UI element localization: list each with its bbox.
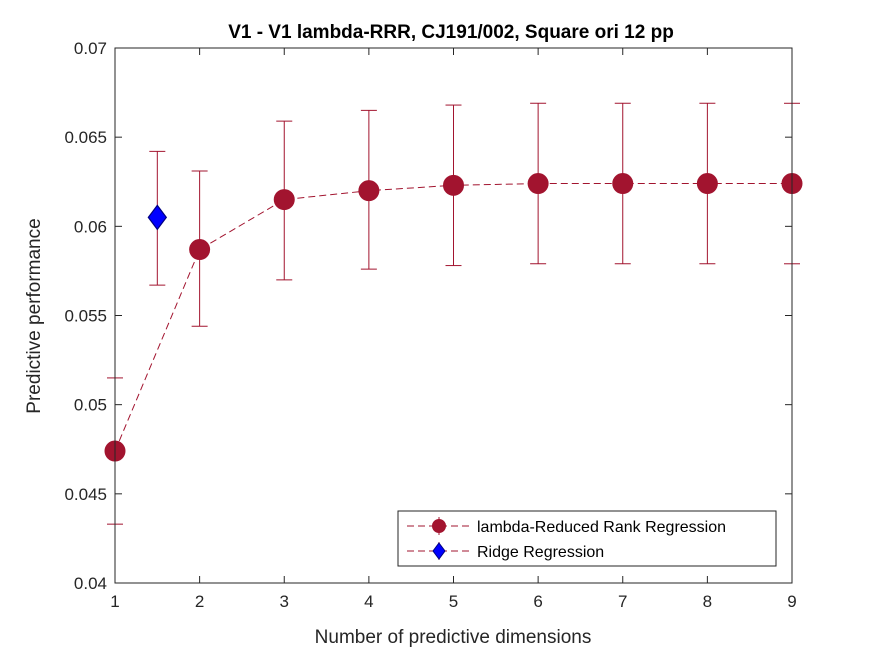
rrr-data-point — [444, 175, 464, 195]
y-tick-label: 0.05 — [74, 396, 107, 415]
x-axis-label: Number of predictive dimensions — [315, 627, 592, 648]
y-axis-label: Predictive performance — [24, 218, 45, 413]
x-tick-label: 9 — [787, 592, 796, 611]
legend-rrr-marker — [433, 520, 446, 533]
y-tick-label: 0.065 — [64, 128, 107, 147]
x-tick-label: 6 — [533, 592, 542, 611]
y-tick-label: 0.07 — [74, 39, 107, 58]
legend-label-ridge: Ridge Regression — [477, 544, 604, 561]
rrr-data-point — [613, 174, 633, 194]
legend-label-rrr: lambda-Reduced Rank Regression — [477, 519, 726, 536]
rrr-data-point — [359, 181, 379, 201]
rrr-data-point — [274, 190, 294, 210]
x-tick-label: 8 — [703, 592, 712, 611]
rrr-data-point — [190, 240, 210, 260]
x-tick-label: 1 — [110, 592, 119, 611]
y-tick-label: 0.04 — [74, 574, 107, 593]
x-tick-label: 4 — [364, 592, 373, 611]
y-tick-label: 0.045 — [64, 485, 107, 504]
x-tick-label: 3 — [280, 592, 289, 611]
y-tick-label: 0.055 — [64, 307, 107, 326]
rrr-data-point — [697, 174, 717, 194]
y-tick-label: 0.06 — [74, 217, 107, 236]
x-tick-label: 5 — [449, 592, 458, 611]
rrr-data-point — [528, 174, 548, 194]
chart-title: V1 - V1 lambda-RRR, CJ191/002, Square or… — [228, 22, 674, 43]
x-tick-label: 2 — [195, 592, 204, 611]
legend: lambda-Reduced Rank Regression Ridge Reg… — [398, 511, 776, 566]
x-tick-label: 7 — [618, 592, 627, 611]
